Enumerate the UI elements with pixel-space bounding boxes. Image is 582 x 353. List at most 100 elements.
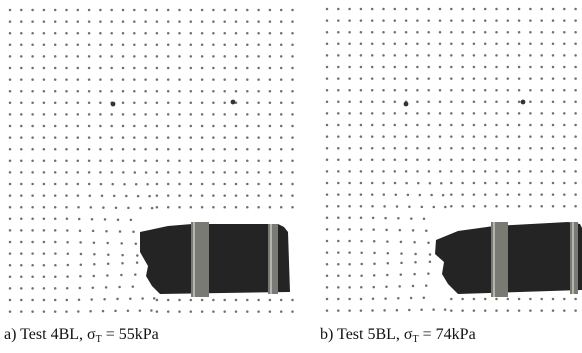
grid-dot — [268, 55, 272, 58]
grid-dot — [189, 78, 193, 81]
grid-dot — [529, 88, 532, 92]
grid-dot — [65, 101, 68, 105]
grid-dot — [574, 7, 577, 11]
grid-dot — [131, 285, 135, 288]
grid-dot — [155, 20, 159, 23]
grid-dot — [66, 252, 70, 256]
grid-dot — [359, 54, 363, 57]
grid-dot — [495, 297, 498, 301]
grid-dot — [155, 8, 159, 12]
grid-dot — [443, 308, 447, 311]
grid-dot — [574, 123, 577, 127]
grid-dot — [450, 54, 453, 57]
grid-dot — [189, 136, 193, 139]
grid-dot — [178, 78, 181, 81]
grid-dot — [189, 124, 193, 128]
grid-dot — [417, 181, 420, 185]
grid-dot — [121, 89, 125, 93]
grid-dot — [337, 135, 340, 138]
grid-dot — [129, 297, 132, 300]
grid-dot — [348, 123, 351, 127]
grid-dot — [517, 204, 521, 208]
grid-dot — [166, 205, 170, 209]
grid-dot — [291, 8, 294, 12]
anchor-strap-highlight — [493, 222, 495, 297]
grid-dot — [416, 123, 419, 127]
grid-dot — [461, 135, 464, 138]
grid-dot — [291, 66, 294, 70]
grid-dot — [427, 170, 431, 173]
grid-dots — [325, 7, 577, 312]
grid-dot — [133, 89, 136, 93]
grid-dot — [110, 43, 113, 47]
grid-dot — [450, 100, 453, 104]
grid-dot — [337, 193, 340, 196]
grid-dot — [427, 7, 430, 11]
grid-dot — [483, 204, 487, 208]
grid-dot — [223, 205, 226, 209]
grid-dot — [411, 284, 415, 288]
grid-dot — [31, 136, 34, 139]
grid-dot — [189, 89, 193, 93]
grid-dot — [42, 20, 46, 23]
grid-dot — [178, 136, 181, 139]
grid-dot — [506, 181, 510, 185]
grid-dot — [438, 170, 442, 173]
grid-dot — [418, 193, 422, 197]
grid-dot — [371, 309, 374, 312]
grid-dot — [495, 65, 498, 69]
grid-dot — [121, 8, 125, 12]
grid-dot — [517, 181, 521, 185]
grid-dot — [337, 88, 340, 92]
grid-dot — [472, 65, 476, 69]
grid-dot — [370, 181, 374, 185]
grid-dot — [42, 66, 46, 70]
grid-dot — [359, 135, 363, 138]
grid-dot — [428, 181, 432, 185]
grid-dot — [382, 7, 385, 11]
grid-dot — [92, 241, 96, 244]
grid-dot — [393, 30, 397, 34]
grid-dot — [574, 30, 577, 34]
anchor-strap — [268, 224, 278, 294]
grid-dot — [438, 158, 442, 162]
grid-dot — [200, 298, 204, 302]
grid-dot — [246, 8, 249, 12]
grid-dot — [200, 78, 204, 81]
grid-dot — [31, 205, 34, 209]
grid-dot — [404, 42, 408, 46]
grid-dot — [127, 206, 130, 210]
grid-dot — [178, 89, 181, 93]
grid-dot — [325, 158, 329, 162]
grid-dot — [279, 159, 283, 163]
grid-dot — [472, 297, 476, 301]
grid-dot — [20, 298, 23, 302]
grid-dot — [506, 54, 510, 57]
grid-dot — [268, 310, 272, 313]
grid-dot — [360, 286, 363, 289]
grid-dot — [31, 124, 34, 128]
anchor-plate — [140, 224, 290, 294]
grid-dot — [422, 296, 426, 299]
grid-dot — [450, 135, 453, 138]
grid-dot — [438, 88, 442, 92]
grid-dot — [325, 170, 329, 173]
grid-dot — [76, 55, 80, 58]
grid-dot — [427, 42, 430, 46]
grid-dot — [31, 20, 34, 23]
grid-dot — [212, 113, 215, 116]
grid-dot — [400, 261, 403, 265]
grid-dot — [246, 31, 249, 35]
dot-grid-photo-a — [8, 8, 294, 313]
grid-dot — [223, 20, 226, 23]
grid-dot — [223, 31, 226, 35]
grid-dot — [134, 183, 138, 186]
grid-dot — [212, 147, 215, 151]
grid-dot — [87, 20, 91, 23]
grid-dot — [122, 171, 125, 174]
caption-panel-b: b) Test 5BL, σT = 74kPa — [320, 326, 476, 345]
grid-dot — [450, 158, 453, 162]
grid-dot — [472, 112, 476, 115]
grid-dot — [223, 55, 226, 58]
grid-dot — [246, 66, 249, 70]
